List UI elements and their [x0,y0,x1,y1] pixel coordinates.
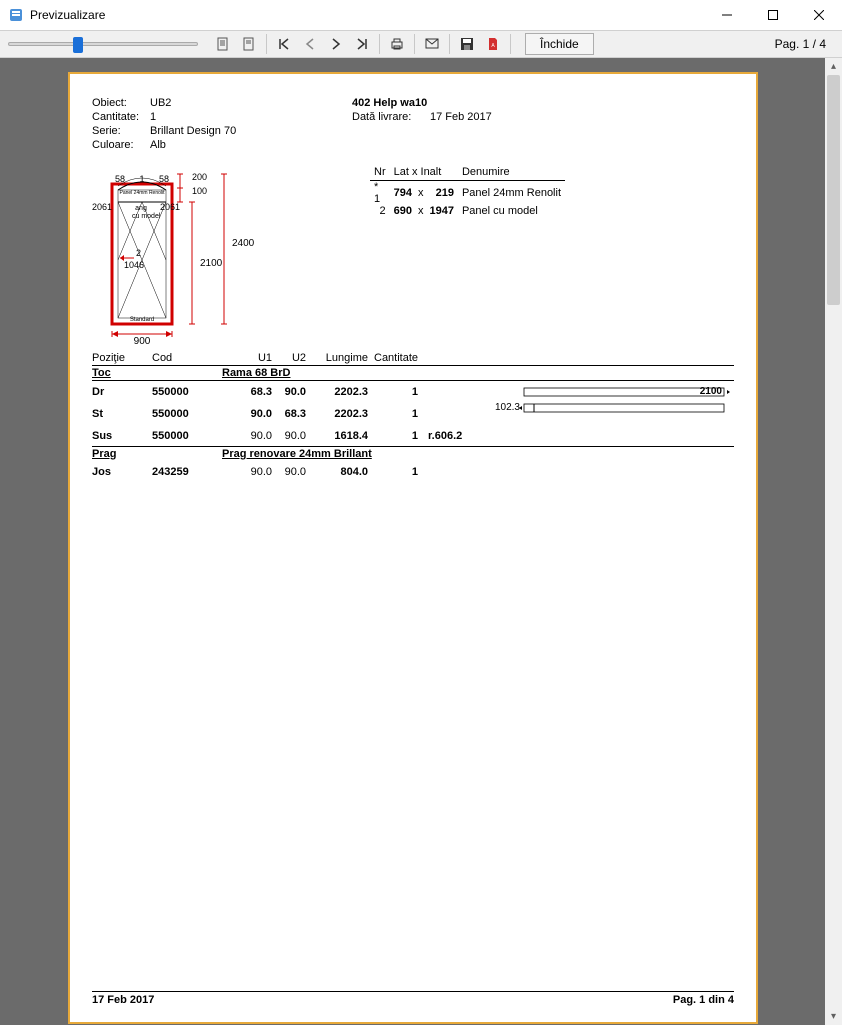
email-button[interactable] [421,33,443,55]
header-block: Obiect:UB2 Cantitate:1 Serie:Brillant De… [92,96,734,152]
footer-page: Pag. 1 din 4 [673,994,734,1006]
zoom-slider-thumb[interactable] [73,37,83,53]
page-icon-1[interactable] [212,33,234,55]
svg-text:2400: 2400 [232,238,255,249]
zoom-slider[interactable] [8,42,198,46]
preview-viewport: Obiect:UB2 Cantitate:1 Serie:Brillant De… [0,58,842,1025]
preview-window: Previzualizare A Închide Pag. 1 / 4 [0,0,842,1025]
value-proiect: 402 Help wa10 [352,96,427,110]
svg-text:1046: 1046 [124,260,144,270]
svg-text:58: 58 [159,174,169,184]
section-header: Prag Prag renovare 24mm Brillant [92,447,734,461]
close-button[interactable]: Închide [525,33,594,55]
label-obiect: Obiect: [92,96,150,110]
page-footer: 17 Feb 2017 Pag. 1 din 4 [92,991,734,1006]
table-row: Dr 550000 68.3 90.0 2202.3 1 2100 [92,381,734,403]
svg-text:2100: 2100 [700,386,723,397]
svg-text:2100: 2100 [200,258,223,269]
svg-text:1: 1 [139,174,144,184]
label-serie: Serie: [92,124,150,138]
label-livrare: Dată livrare: [352,110,430,124]
label-culoare: Culoare: [92,138,150,152]
svg-text:2061: 2061 [92,202,112,212]
value-culoare: Alb [150,138,166,152]
value-cantitate: 1 [150,110,156,124]
panel-row: 2 690 x 1947 Panel cu model [370,205,565,217]
next-page-button[interactable] [325,33,347,55]
value-livrare: 17 Feb 2017 [430,110,492,124]
section-header: Toc Rama 68 BrD [92,366,734,381]
prev-page-button[interactable] [299,33,321,55]
svg-text:102.3: 102.3 [495,402,520,413]
close-window-button[interactable] [796,0,842,30]
maximize-button[interactable] [750,0,796,30]
label-cantitate: Cantitate: [92,110,150,124]
page-indicator: Pag. 1 / 4 [775,37,834,51]
svg-text:100: 100 [192,186,207,196]
value-serie: Brillant Design 70 [150,124,236,138]
toolbar: A Închide Pag. 1 / 4 [0,30,842,58]
titlebar: Previzualizare [0,0,842,30]
footer-date: 17 Feb 2017 [92,994,154,1006]
page-preview: Obiect:UB2 Cantitate:1 Serie:Brillant De… [68,72,758,1024]
save-button[interactable] [456,33,478,55]
bar-diagram: 2100 102.3 [484,386,734,420]
svg-text:200: 200 [192,172,207,182]
th-poz: Poziţie [92,352,152,364]
th-lun: Lungime [314,352,374,364]
scroll-down-icon[interactable]: ▾ [825,1008,842,1025]
app-icon [8,7,24,23]
table-row: Sus 550000 90.0 90.0 1618.4 1 r.606.2 [92,425,734,447]
window-title: Previzualizare [30,8,704,22]
panel-row: * 1 794 x 219 Panel 24mm Renolit [370,181,565,206]
col-nr: Nr [370,166,390,181]
first-page-button[interactable] [273,33,295,55]
th-u1: U1 [222,352,272,364]
pdf-button[interactable]: A [482,33,504,55]
page-icon-2[interactable] [238,33,260,55]
last-page-button[interactable] [351,33,373,55]
vertical-scrollbar[interactable]: ▴ ▾ [825,58,842,1025]
drawing-area: Standard 58 1 58 200 100 2061 [92,166,734,346]
minimize-button[interactable] [704,0,750,30]
svg-text:2: 2 [136,248,141,258]
door-drawing: Standard 58 1 58 200 100 2061 [92,166,372,346]
print-button[interactable] [386,33,408,55]
value-obiect: UB2 [150,96,171,110]
table-row: Jos 243259 90.0 90.0 804.0 1 [92,461,734,483]
svg-text:Standard: Standard [130,317,154,323]
scroll-thumb[interactable] [827,75,840,305]
scroll-up-icon[interactable]: ▴ [825,58,842,75]
svg-text:2061: 2061 [160,202,180,212]
svg-text:cu model: cu model [132,213,161,220]
cut-table: Poziţie Cod U1 U2 Lungime Cantitate Toc … [92,352,734,483]
svg-text:900: 900 [134,336,151,346]
th-cant: Cantitate [374,352,424,364]
th-cod: Cod [152,352,222,364]
svg-text:Panel 24mm Renolit: Panel 24mm Renolit [119,190,165,196]
th-u2: U2 [272,352,314,364]
col-den: Denumire [458,166,565,181]
col-lat: Lat x Inalt [390,166,458,181]
svg-text:ang: ang [135,205,147,212]
panel-list: Nr Lat x Inalt Denumire * 1 794 x 219 Pa… [370,166,565,217]
svg-text:58: 58 [115,174,125,184]
